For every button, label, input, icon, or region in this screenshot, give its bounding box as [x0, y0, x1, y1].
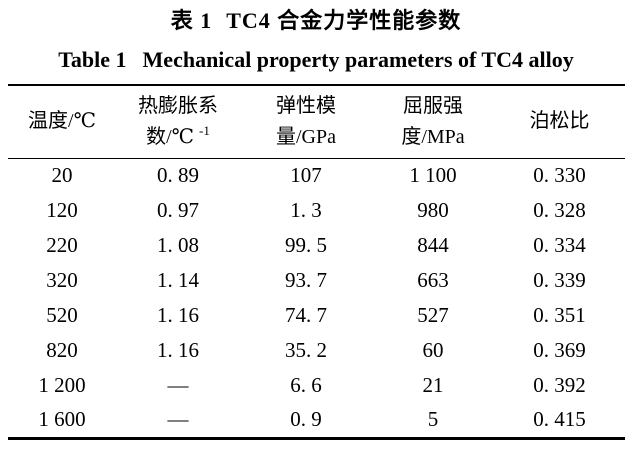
- cell-thermal-expansion: 0. 97: [157, 198, 199, 222]
- table-row: 1 600 — 0. 9 5 0. 415: [8, 403, 625, 438]
- header-label: 温度/℃: [28, 110, 96, 133]
- header-row: 温度/℃ 热膨胀系 数/℃ -1 弹性模 量/GPa 屈服强 度/MPa 泊松比: [8, 85, 625, 158]
- header-label: 热膨胀系: [138, 94, 218, 117]
- cell-thermal-expansion: —: [167, 407, 189, 432]
- column-header-yield-strength: 屈服强 度/MPa: [372, 85, 494, 158]
- cell-thermal-expansion: 1. 14: [157, 268, 199, 292]
- cell-poisson-ratio: 0. 392: [533, 373, 586, 397]
- table-title-chinese: 表 1 TC4 合金力学性能参数: [0, 0, 632, 35]
- table-caption-block: 表 1 TC4 合金力学性能参数 Table 1 Mechanical proper…: [0, 0, 632, 74]
- table-row: 320 1. 14 93. 7 663 0. 339: [8, 263, 625, 298]
- table-row: 520 1. 16 74. 7 527 0. 351: [8, 298, 625, 333]
- cell-temperature: 320: [46, 268, 78, 292]
- table-number-english: Table 1: [58, 47, 127, 72]
- column-header-temperature: 温度/℃: [8, 85, 116, 158]
- column-header-thermal-expansion: 热膨胀系 数/℃ -1: [116, 85, 240, 158]
- header-label: 泊松比: [529, 110, 590, 133]
- cell-thermal-expansion: —: [167, 373, 189, 397]
- cell-poisson-ratio: 0. 351: [533, 303, 586, 327]
- cell-elastic-modulus: 1. 3: [290, 198, 322, 222]
- cell-yield-strength: 980: [417, 198, 449, 222]
- cell-poisson-ratio: 0. 339: [533, 268, 586, 292]
- column-header-poisson-ratio: 泊松比: [494, 85, 625, 158]
- table-row: 1 200 — 6. 6 21 0. 392: [8, 368, 625, 403]
- table-title-english: Table 1 Mechanical property parameters of…: [0, 46, 632, 74]
- cell-yield-strength: 844: [417, 233, 449, 257]
- column-header-elastic-modulus: 弹性模 量/GPa: [240, 85, 372, 158]
- cell-elastic-modulus: 74. 7: [285, 303, 327, 327]
- table-row: 20 0. 89 107 1 100 0. 330: [8, 158, 625, 193]
- table-title-text-chinese: TC4 合金力学性能参数: [226, 8, 462, 33]
- cell-temperature: 820: [46, 338, 78, 362]
- header-label: 量/GPa: [276, 125, 336, 148]
- cell-thermal-expansion: 1. 08: [157, 233, 199, 257]
- cell-elastic-modulus: 107: [290, 163, 322, 188]
- header-label-unit: 数/℃: [146, 125, 195, 148]
- cell-temperature: 520: [46, 303, 78, 327]
- table-title-text-english: Mechanical property parameters of TC4 al…: [142, 47, 574, 72]
- table-row: 820 1. 16 35. 2 60 0. 369: [8, 333, 625, 368]
- cell-temperature: 220: [46, 233, 78, 257]
- cell-thermal-expansion: 1. 16: [157, 338, 199, 362]
- mechanical-properties-table: 温度/℃ 热膨胀系 数/℃ -1 弹性模 量/GPa 屈服强 度/MPa 泊松比 …: [8, 84, 625, 440]
- cell-poisson-ratio: 0. 369: [533, 338, 586, 362]
- header-label: 度/MPa: [401, 125, 465, 148]
- cell-thermal-expansion: 1. 16: [157, 303, 199, 327]
- cell-elastic-modulus: 35. 2: [285, 338, 327, 362]
- cell-yield-strength: 60: [422, 338, 444, 362]
- header-exponent: -1: [199, 123, 210, 139]
- cell-poisson-ratio: 0. 328: [533, 198, 586, 222]
- cell-poisson-ratio: 0. 330: [533, 163, 586, 188]
- cell-elastic-modulus: 0. 9: [290, 407, 322, 432]
- header-label: 弹性模: [276, 94, 336, 117]
- cell-poisson-ratio: 0. 415: [533, 407, 586, 432]
- cell-elastic-modulus: 6. 6: [290, 373, 322, 397]
- cell-yield-strength: 1 100: [409, 163, 457, 188]
- cell-temperature: 1 200: [38, 373, 86, 397]
- table-number-chinese: 表 1: [170, 8, 213, 33]
- cell-yield-strength: 663: [417, 268, 449, 292]
- cell-yield-strength: 5: [427, 407, 439, 432]
- cell-elastic-modulus: 99. 5: [285, 233, 327, 257]
- cell-temperature: 1 600: [38, 407, 86, 432]
- table-row: 120 0. 97 1. 3 980 0. 328: [8, 193, 625, 228]
- cell-thermal-expansion: 0. 89: [157, 163, 199, 188]
- header-label: 屈服强: [403, 94, 463, 117]
- cell-yield-strength: 527: [417, 303, 449, 327]
- cell-elastic-modulus: 93. 7: [285, 268, 327, 292]
- cell-poisson-ratio: 0. 334: [533, 233, 586, 257]
- table-row: 220 1. 08 99. 5 844 0. 334: [8, 228, 625, 263]
- cell-temperature: 120: [46, 198, 78, 222]
- cell-temperature: 20: [51, 163, 73, 188]
- cell-yield-strength: 21: [422, 373, 444, 397]
- header-label: 数/℃ -1: [116, 122, 240, 153]
